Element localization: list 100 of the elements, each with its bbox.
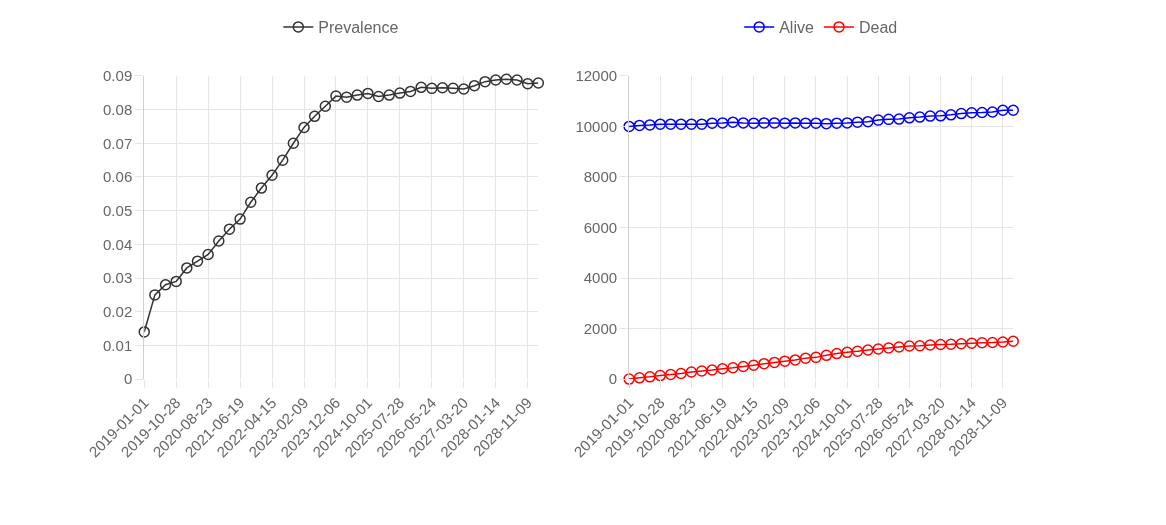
point xyxy=(914,111,926,123)
point xyxy=(893,341,905,353)
point xyxy=(997,104,1009,117)
point xyxy=(234,213,246,225)
point xyxy=(976,106,988,119)
point xyxy=(308,110,321,123)
point xyxy=(664,368,677,381)
point xyxy=(372,90,385,103)
point xyxy=(903,112,916,124)
point xyxy=(706,117,718,129)
point xyxy=(768,117,781,129)
point xyxy=(934,110,947,122)
point xyxy=(799,352,812,364)
y-tick-label: 0 xyxy=(608,370,618,388)
point xyxy=(779,117,791,129)
point xyxy=(245,196,257,208)
point xyxy=(362,87,374,100)
point xyxy=(664,118,677,130)
point xyxy=(1007,335,1019,347)
y-tick-label: 6000 xyxy=(583,218,618,236)
legend-label: Prevalence xyxy=(318,19,399,37)
point xyxy=(841,117,853,129)
point xyxy=(914,340,926,352)
y-tick-label: 8000 xyxy=(583,168,618,186)
point xyxy=(737,360,750,373)
point xyxy=(779,355,791,367)
point xyxy=(633,119,646,132)
point xyxy=(882,342,895,354)
point xyxy=(685,366,698,378)
y-tick-label: 0.05 xyxy=(103,201,133,219)
point xyxy=(955,107,968,120)
point xyxy=(266,169,278,182)
point xyxy=(685,118,698,130)
point xyxy=(675,367,687,380)
point xyxy=(831,117,843,129)
y-tick-label: 0.04 xyxy=(103,235,133,253)
point xyxy=(716,362,729,375)
point xyxy=(436,81,449,94)
point xyxy=(965,107,978,119)
point xyxy=(149,289,161,301)
point xyxy=(255,182,268,194)
point xyxy=(789,117,801,129)
point xyxy=(654,369,666,382)
point xyxy=(159,279,172,291)
point xyxy=(872,114,885,126)
point xyxy=(675,118,687,130)
point xyxy=(644,371,656,383)
point xyxy=(727,361,739,374)
point xyxy=(351,89,364,101)
point xyxy=(851,116,864,128)
point xyxy=(758,117,770,129)
point xyxy=(479,75,491,88)
point xyxy=(1007,104,1019,117)
point xyxy=(862,115,874,128)
point xyxy=(426,82,438,95)
point xyxy=(415,81,427,94)
point xyxy=(810,117,822,129)
y-tick-label: 0 xyxy=(123,370,133,388)
y-tick-label: 12000 xyxy=(575,67,618,85)
point xyxy=(976,336,988,349)
point xyxy=(882,113,895,126)
y-tick-label: 4000 xyxy=(583,269,618,287)
y-tick-label: 2000 xyxy=(583,319,618,337)
point xyxy=(213,235,225,247)
point xyxy=(737,117,750,129)
point xyxy=(511,74,523,86)
point xyxy=(340,91,353,103)
point xyxy=(521,77,534,90)
point xyxy=(276,154,289,166)
point xyxy=(706,364,718,376)
point xyxy=(170,275,182,288)
point xyxy=(903,340,916,352)
point xyxy=(500,73,513,86)
point xyxy=(696,365,708,377)
point xyxy=(747,117,760,129)
point xyxy=(893,113,905,125)
legend-label: Dead xyxy=(858,19,898,37)
point xyxy=(986,336,999,349)
point xyxy=(997,336,1009,348)
point xyxy=(404,85,417,98)
point xyxy=(862,344,874,356)
point xyxy=(191,255,204,267)
point xyxy=(986,106,999,118)
point xyxy=(747,359,760,371)
point xyxy=(330,90,342,102)
point xyxy=(945,338,957,350)
point xyxy=(223,223,236,235)
point xyxy=(696,118,708,130)
point xyxy=(181,262,193,274)
point xyxy=(924,339,936,351)
point xyxy=(955,337,968,350)
point xyxy=(447,82,459,95)
point xyxy=(924,110,936,122)
point xyxy=(810,351,822,364)
y-tick-label: 0.01 xyxy=(103,336,133,354)
point xyxy=(623,373,635,385)
point xyxy=(820,117,833,130)
y-tick-label: 10000 xyxy=(575,117,618,135)
point xyxy=(768,356,781,369)
point xyxy=(934,338,947,351)
